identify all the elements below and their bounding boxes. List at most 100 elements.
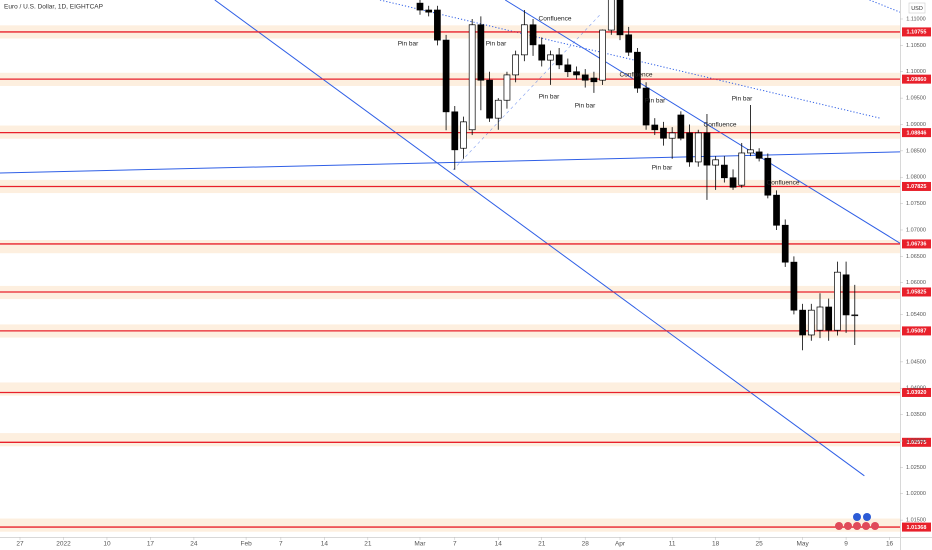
candle-body [581, 74, 589, 81]
level-label-box [902, 74, 931, 84]
candle-body [703, 132, 711, 166]
candle-body [573, 71, 580, 76]
candle-body [773, 194, 780, 226]
level-label-box [902, 27, 931, 37]
candle-body [834, 271, 841, 331]
candle-body [625, 34, 633, 53]
x-tick-label: 10 [103, 541, 111, 548]
x-tick-label: 28 [582, 541, 590, 548]
event-icon [862, 522, 870, 530]
y-tick-label: 1.02000 [906, 491, 926, 497]
annotation: Confluence [767, 180, 800, 187]
candle-body [451, 111, 459, 151]
event-icon [835, 522, 843, 530]
x-tick-label: 11 [669, 541, 676, 548]
x-tick-label: May [796, 541, 809, 548]
candle-body [564, 64, 572, 73]
candle-body [607, 0, 615, 31]
event-icon [863, 513, 871, 521]
annotation: Confluence [704, 122, 737, 129]
y-tick-label: 1.10500 [906, 43, 926, 49]
annotation: Pin bar [652, 165, 673, 172]
y-tick-label: 1.07000 [906, 227, 926, 233]
candle-body [686, 132, 693, 163]
x-tick-label: 21 [364, 541, 372, 548]
zone [0, 382, 900, 396]
currency-label: USD [911, 6, 923, 12]
y-tick-label: 1.09500 [906, 96, 926, 102]
trendline [869, 0, 900, 13]
x-tick-label: Mar [414, 541, 426, 548]
y-tick-label: 1.04500 [906, 359, 926, 365]
level-label: 1.06736 [907, 242, 927, 248]
annotation: Pin bar [398, 41, 419, 48]
candle-body [781, 224, 789, 263]
candle-body [790, 261, 798, 311]
y-tick-label: 1.10000 [906, 69, 926, 75]
currency-box [908, 2, 926, 14]
level-label: 1.02975 [907, 440, 927, 446]
candle-body [651, 124, 659, 131]
candle-body [668, 132, 676, 139]
y-tick-label: 1.11000 [906, 16, 925, 22]
level-label-box [902, 239, 931, 249]
level-label-box [902, 181, 931, 191]
trendline [0, 151, 900, 174]
level-label-box [902, 287, 931, 297]
y-tick-label: 1.08000 [906, 175, 926, 181]
x-tick-label: 14 [321, 541, 329, 548]
event-icon [844, 522, 852, 530]
candle-body [677, 114, 685, 139]
annotations-layer: Pin bar Pin bar Confluence Pin bar Pin bar Co… [398, 16, 800, 187]
candles-layer [416, 0, 859, 351]
level-label: 1.09860 [907, 77, 927, 83]
y-tick-label: 1.02500 [906, 465, 926, 471]
levels-layer [0, 31, 900, 528]
y-tick-label: 1.07500 [906, 201, 926, 207]
candle-body [755, 151, 763, 159]
x-tick-label: 9 [844, 541, 848, 548]
annotation: Confluence [620, 72, 653, 79]
candle-body [520, 24, 528, 56]
x-tick-label: 17 [147, 541, 155, 548]
annotation: Pin bar [486, 41, 507, 48]
annotation: Pin bar [539, 94, 560, 101]
candle-body [477, 24, 485, 81]
candle-body [590, 77, 598, 83]
candle-body [460, 121, 467, 149]
trendline [379, 0, 881, 119]
y-tick-label: 1.08500 [906, 148, 926, 154]
trendline [504, 0, 900, 244]
candle-body [486, 79, 493, 119]
candle-body [468, 24, 476, 131]
y-tick-label: 1.04000 [906, 386, 926, 392]
x-tick-label: Apr [615, 541, 626, 548]
y-tick-label: 1.03000 [906, 438, 926, 444]
candle-body [807, 309, 815, 336]
level-label: 1.07825 [907, 184, 927, 190]
axes-layer: 1.10755 1.09860 1.08846 1.07825 1.06736 1.058… [16, 16, 931, 548]
x-tick-label: 16 [886, 541, 894, 548]
candle-body [425, 9, 433, 13]
candle-body [694, 132, 702, 163]
x-tick-label: 27 [16, 541, 24, 548]
y-tick-label: 1.06000 [906, 280, 926, 286]
x-tick-label: 2022 [56, 541, 71, 548]
level-label: 1.05825 [907, 290, 927, 296]
candle-body [512, 54, 520, 76]
level-label-box [902, 522, 931, 532]
candle-body [529, 24, 537, 46]
candle-body [555, 54, 563, 66]
annotation: Pin bar [732, 96, 753, 103]
candle-body [825, 306, 833, 331]
y-tick-label: 1.09000 [906, 122, 926, 128]
level-label: 1.08846 [907, 130, 927, 136]
level-label: 1.03920 [907, 390, 927, 396]
chart-title: Euro / U.S. Dollar, 1D, EIGHTCAP [4, 4, 103, 11]
candle-body [720, 164, 728, 179]
x-tick-label: 7 [279, 541, 283, 548]
x-tick-label: 7 [453, 541, 457, 548]
x-tick-label: 14 [495, 541, 503, 548]
event-icon [853, 522, 861, 530]
